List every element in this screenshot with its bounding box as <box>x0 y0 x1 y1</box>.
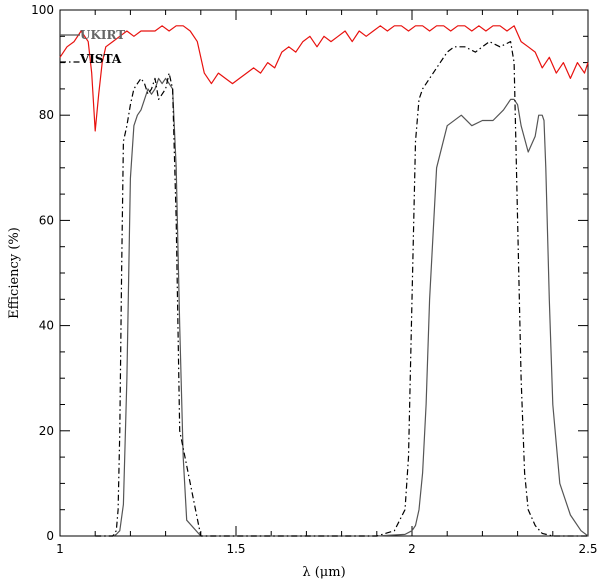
plot-frame <box>59 9 589 537</box>
y-tick-label: 40 <box>39 319 54 333</box>
x-tick-label: 1.5 <box>226 542 245 556</box>
x-tick-label: 2.5 <box>578 542 597 556</box>
series-atmospheric-transmission-line <box>59 25 589 132</box>
legend-ukirt-label: UKIRT <box>80 28 125 42</box>
x-tick-label: 1 <box>56 542 64 556</box>
x-tick-label: 2 <box>408 542 416 556</box>
y-tick-label: 60 <box>39 213 54 227</box>
y-tick-label: 80 <box>39 108 54 122</box>
y-axis-title: Efficiency (%) <box>7 227 22 319</box>
y-tick-label: 0 <box>46 529 54 543</box>
legend: UKIRT VISTA <box>60 28 125 66</box>
ticks-group: 1 1.5 2 2.5 0 20 40 60 80 100 <box>31 3 597 556</box>
series-ukirt-line <box>95 77 589 537</box>
y-tick-label: 20 <box>39 424 54 438</box>
series-vista-line <box>95 41 588 537</box>
series-layer <box>59 25 589 537</box>
legend-vista-label: VISTA <box>79 52 122 66</box>
y-tick-label: 100 <box>31 3 54 17</box>
x-axis-title: λ (μm) <box>302 565 345 580</box>
